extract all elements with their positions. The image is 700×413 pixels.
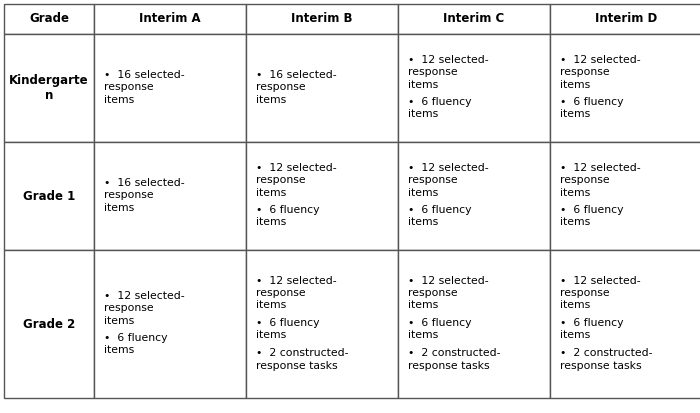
Text: •  6 fluency
items: • 6 fluency items (104, 333, 167, 356)
Text: •  6 fluency
items: • 6 fluency items (560, 205, 624, 228)
Text: •  16 selected-
response
items: • 16 selected- response items (104, 178, 185, 213)
Text: •  12 selected-
response
items: • 12 selected- response items (256, 276, 337, 311)
Text: Interim D: Interim D (595, 12, 657, 26)
Bar (4, 142, 94, 250)
Text: •  12 selected-
response
items: • 12 selected- response items (104, 291, 185, 325)
Bar (550, 142, 700, 250)
Text: •  6 fluency
items: • 6 fluency items (408, 318, 472, 340)
Text: •  6 fluency
items: • 6 fluency items (256, 318, 319, 340)
Text: Grade 1: Grade 1 (23, 190, 75, 202)
Text: •  6 fluency
items: • 6 fluency items (408, 97, 472, 119)
Bar (550, 34, 700, 142)
Bar (398, 142, 550, 250)
Text: Interim C: Interim C (443, 12, 505, 26)
Bar (246, 250, 398, 398)
Bar (246, 4, 398, 34)
Text: •  16 selected-
response
items: • 16 selected- response items (256, 70, 337, 104)
Text: Grade 2: Grade 2 (23, 318, 75, 330)
Text: Interim B: Interim B (291, 12, 353, 26)
Text: •  12 selected-
response
items: • 12 selected- response items (560, 163, 640, 197)
Text: •  6 fluency
items: • 6 fluency items (560, 318, 624, 340)
Text: •  6 fluency
items: • 6 fluency items (560, 97, 624, 119)
Text: •  2 constructed-
response tasks: • 2 constructed- response tasks (560, 348, 652, 370)
Bar (246, 142, 398, 250)
Text: Interim A: Interim A (139, 12, 201, 26)
Text: •  2 constructed-
response tasks: • 2 constructed- response tasks (256, 348, 349, 370)
Bar (550, 4, 700, 34)
Bar (4, 4, 94, 34)
Bar (550, 250, 700, 398)
Bar (246, 34, 398, 142)
Text: •  6 fluency
items: • 6 fluency items (256, 205, 319, 228)
Bar (398, 4, 550, 34)
Bar (94, 34, 246, 142)
Bar (4, 250, 94, 398)
Bar (398, 34, 550, 142)
Bar (94, 250, 246, 398)
Bar (398, 250, 550, 398)
Text: Grade: Grade (29, 12, 69, 26)
Text: •  6 fluency
items: • 6 fluency items (408, 205, 472, 228)
Text: •  12 selected-
response
items: • 12 selected- response items (256, 163, 337, 197)
Text: •  2 constructed-
response tasks: • 2 constructed- response tasks (408, 348, 500, 370)
Bar (4, 34, 94, 142)
Text: •  12 selected-
response
items: • 12 selected- response items (408, 276, 489, 311)
Text: Kindergarte
n: Kindergarte n (9, 74, 89, 102)
Bar (94, 142, 246, 250)
Bar (94, 4, 246, 34)
Text: •  12 selected-
response
items: • 12 selected- response items (408, 163, 489, 197)
Text: •  16 selected-
response
items: • 16 selected- response items (104, 70, 185, 104)
Text: •  12 selected-
response
items: • 12 selected- response items (560, 55, 640, 90)
Text: •  12 selected-
response
items: • 12 selected- response items (560, 276, 640, 311)
Text: •  12 selected-
response
items: • 12 selected- response items (408, 55, 489, 90)
